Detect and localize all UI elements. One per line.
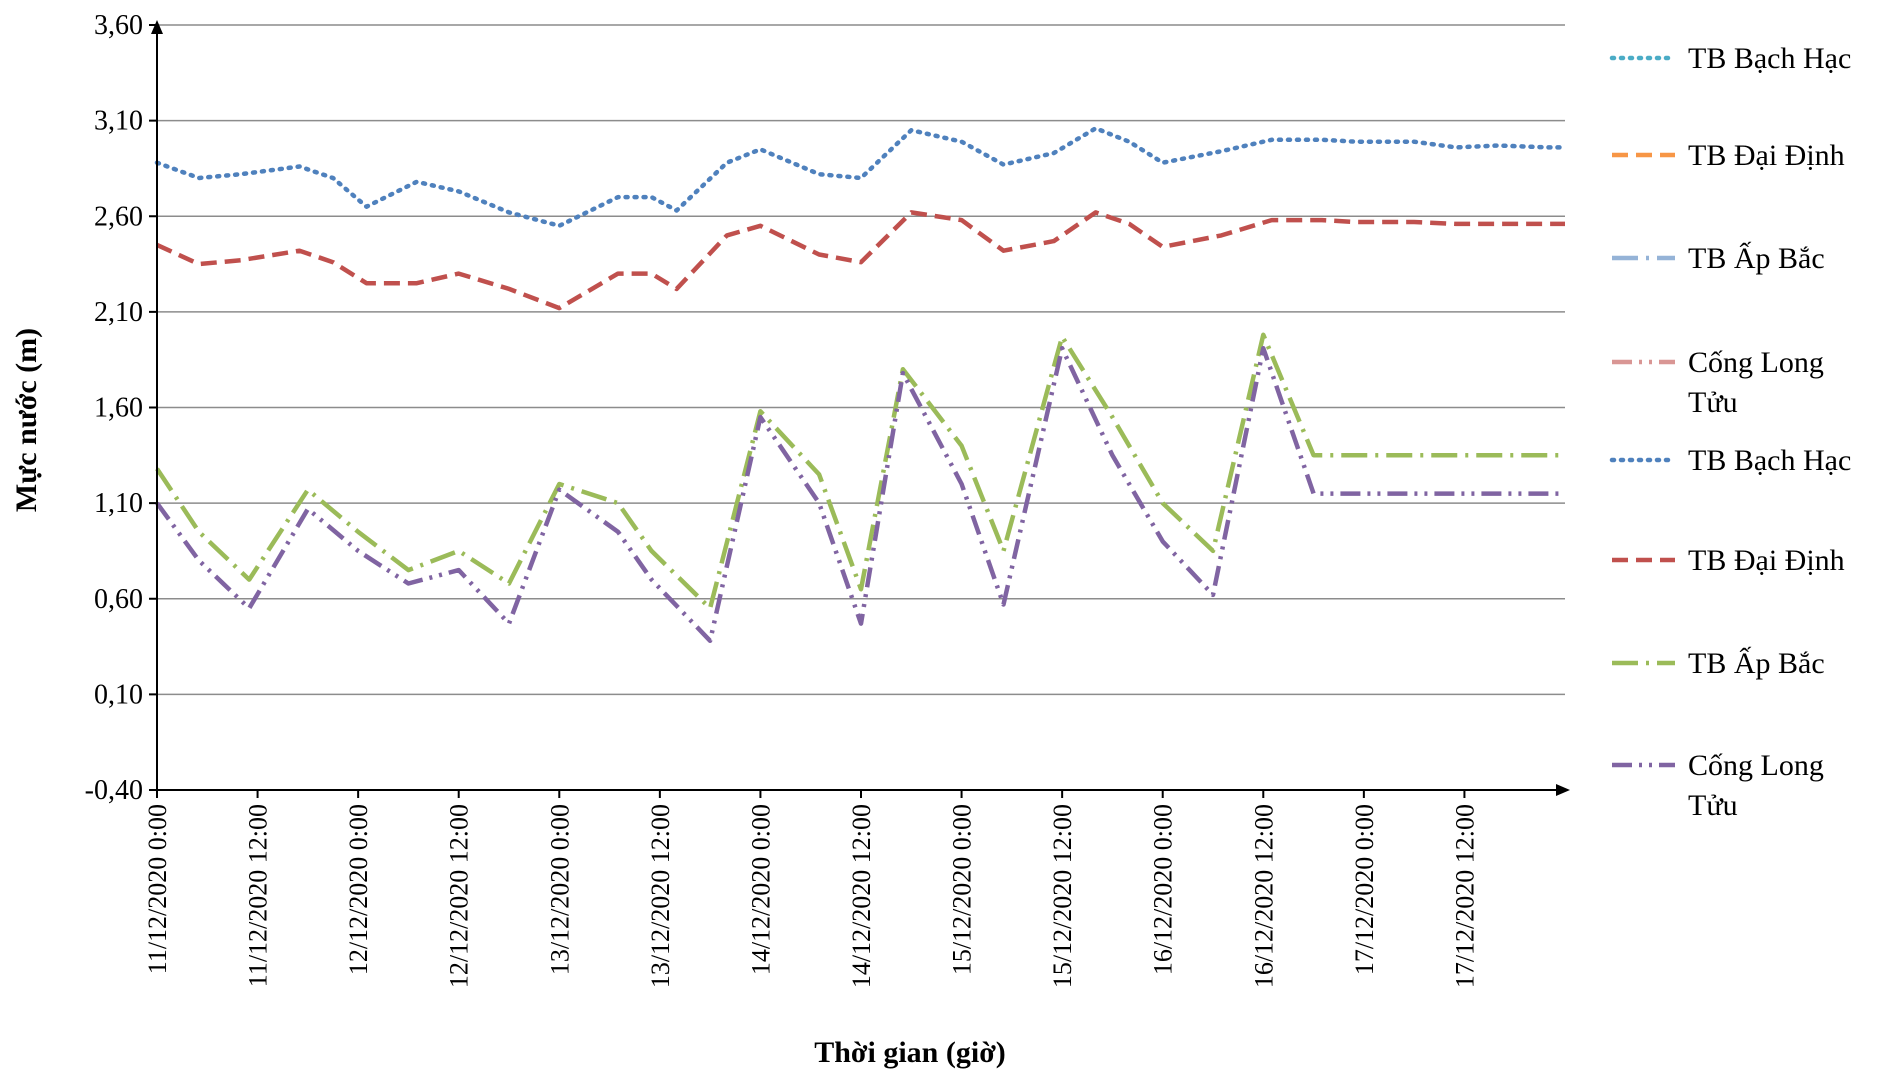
- y-tick-label: 3,60: [94, 10, 143, 41]
- x-tick-label: 11/12/2020 0:00: [143, 804, 172, 974]
- x-axis-arrow: [1556, 784, 1570, 796]
- x-tick-label: 13/12/2020 12:00: [646, 804, 675, 988]
- series-lines: [157, 128, 1565, 641]
- y-axis-title: Mực nước (m): [10, 328, 43, 512]
- x-tick-label: 16/12/2020 12:00: [1249, 804, 1278, 988]
- y-tick-label: 2,60: [94, 201, 143, 232]
- y-tick-label: 2,10: [94, 297, 143, 328]
- x-tick-label: 11/12/2020 12:00: [244, 804, 273, 987]
- x-tick-label: 13/12/2020 0:00: [545, 804, 574, 975]
- x-tick-label: 17/12/2020 12:00: [1450, 804, 1479, 988]
- legend-label: Cống Long Tửu: [1688, 346, 1824, 419]
- x-tick-label: 12/12/2020 12:00: [445, 804, 474, 988]
- legend-label: TB Đại Định: [1688, 544, 1845, 577]
- x-tick-label: 16/12/2020 0:00: [1149, 804, 1178, 975]
- legend-label: TB Ấp Bắc: [1688, 646, 1825, 680]
- y-tick-labels: -0,40 0,10 0,60 1,10 1,60 2,10 2,60 3,10 3,60: [85, 10, 143, 806]
- series-line: [157, 212, 1565, 308]
- x-tick-label: 14/12/2020 0:00: [746, 804, 775, 975]
- y-tick-label: 1,60: [94, 393, 143, 424]
- x-tick-label: 17/12/2020 0:00: [1350, 804, 1379, 975]
- x-tick-label: 15/12/2020 12:00: [1048, 804, 1077, 988]
- legend-label: TB Bạch Hạc: [1688, 444, 1851, 477]
- x-tick-label: 14/12/2020 12:00: [847, 804, 876, 988]
- x-tick-label: 12/12/2020 0:00: [344, 804, 373, 975]
- y-tick-label: 0,10: [94, 679, 143, 710]
- legend: TB Bạch Hạc TB Đại Định TB Ấp Bắc Cống Long…: [1612, 42, 1851, 822]
- y-tick-label: 0,60: [94, 584, 143, 615]
- x-tick-labels: 11/12/2020 0:00 11/12/2020 12:00 12/12/202…: [143, 790, 1479, 988]
- series-line: [157, 335, 1565, 609]
- legend-label: TB Bạch Hạc: [1688, 42, 1851, 75]
- series-line: [157, 128, 1565, 226]
- legend-label: Cống Long Tửu: [1688, 749, 1824, 822]
- series-line: [157, 348, 1565, 641]
- y-tick-label: -0,40: [85, 775, 143, 806]
- y-axis-arrow: [151, 20, 163, 34]
- legend-label: TB Đại Định: [1688, 139, 1845, 172]
- y-tick-label: 3,10: [94, 106, 143, 137]
- y-tick-label: 1,10: [94, 488, 143, 519]
- x-tick-label: 15/12/2020 0:00: [948, 804, 977, 975]
- x-axis-title: Thời gian (giờ): [814, 1036, 1006, 1069]
- legend-label: TB Ấp Bắc: [1688, 241, 1825, 275]
